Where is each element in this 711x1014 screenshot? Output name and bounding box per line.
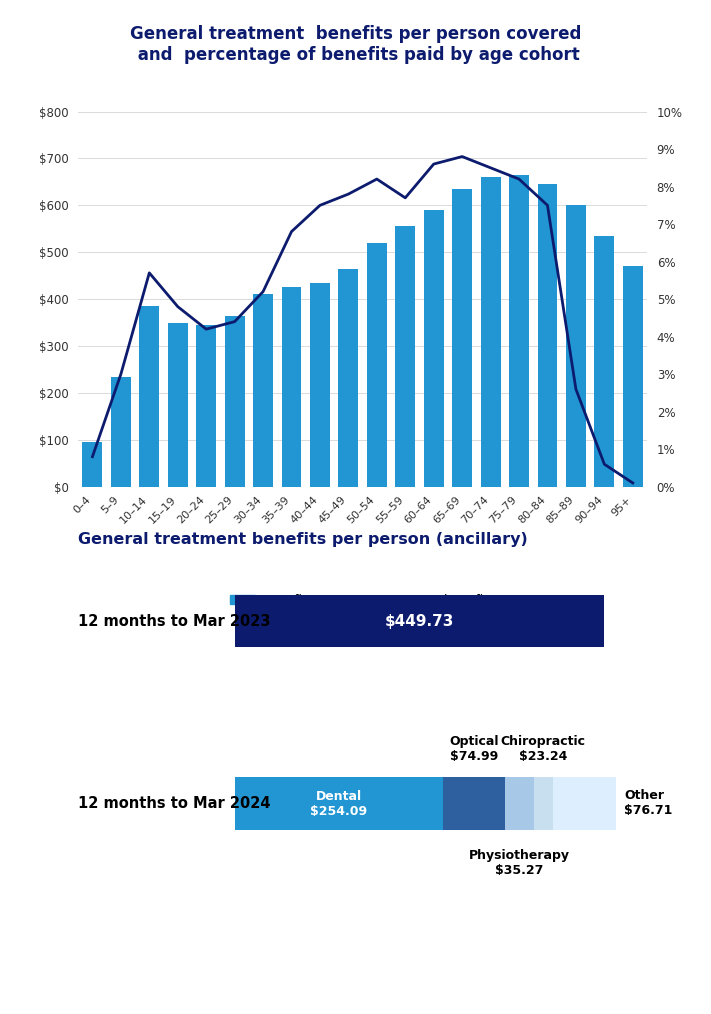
Bar [623, 267, 643, 487]
Text: 12 months to Mar 2024: 12 months to Mar 2024 [78, 796, 271, 810]
Bar [139, 306, 159, 487]
Text: General treatment benefits per person (ancillary): General treatment benefits per person (a… [78, 532, 528, 548]
Bar [367, 242, 387, 487]
Bar [310, 283, 330, 487]
Bar [235, 777, 443, 829]
Bar [111, 376, 131, 487]
Bar [424, 210, 444, 487]
Bar [282, 287, 301, 487]
Bar [168, 322, 188, 487]
Bar [395, 226, 415, 487]
Text: Optical
$74.99: Optical $74.99 [449, 734, 498, 763]
Bar [566, 205, 586, 487]
Bar [481, 177, 501, 487]
Bar [443, 777, 505, 829]
Text: Other
$76.71: Other $76.71 [624, 789, 673, 817]
Bar [509, 174, 529, 487]
Bar [82, 442, 102, 487]
Bar [338, 269, 358, 487]
Legend: Benefits per person, % benefits: Benefits per person, % benefits [225, 589, 500, 611]
Bar [533, 777, 552, 829]
Bar [235, 594, 604, 648]
Bar [452, 189, 472, 487]
Text: 12 months to Mar 2023: 12 months to Mar 2023 [78, 614, 271, 629]
Bar [538, 185, 557, 487]
Text: Chiropractic
$23.24: Chiropractic $23.24 [501, 734, 586, 763]
Bar [196, 324, 216, 487]
Bar [594, 236, 614, 487]
Text: Dental
$254.09: Dental $254.09 [310, 790, 368, 817]
Text: $449.73: $449.73 [385, 613, 454, 629]
Text: Physiotherapy
$35.27: Physiotherapy $35.27 [469, 849, 570, 877]
Text: and  percentage of benefits paid by age cohort: and percentage of benefits paid by age c… [132, 46, 579, 64]
Bar [552, 777, 616, 829]
Bar [225, 315, 245, 487]
Bar [505, 777, 533, 829]
Text: General treatment  benefits per person covered: General treatment benefits per person co… [130, 25, 581, 44]
Bar [253, 294, 273, 487]
